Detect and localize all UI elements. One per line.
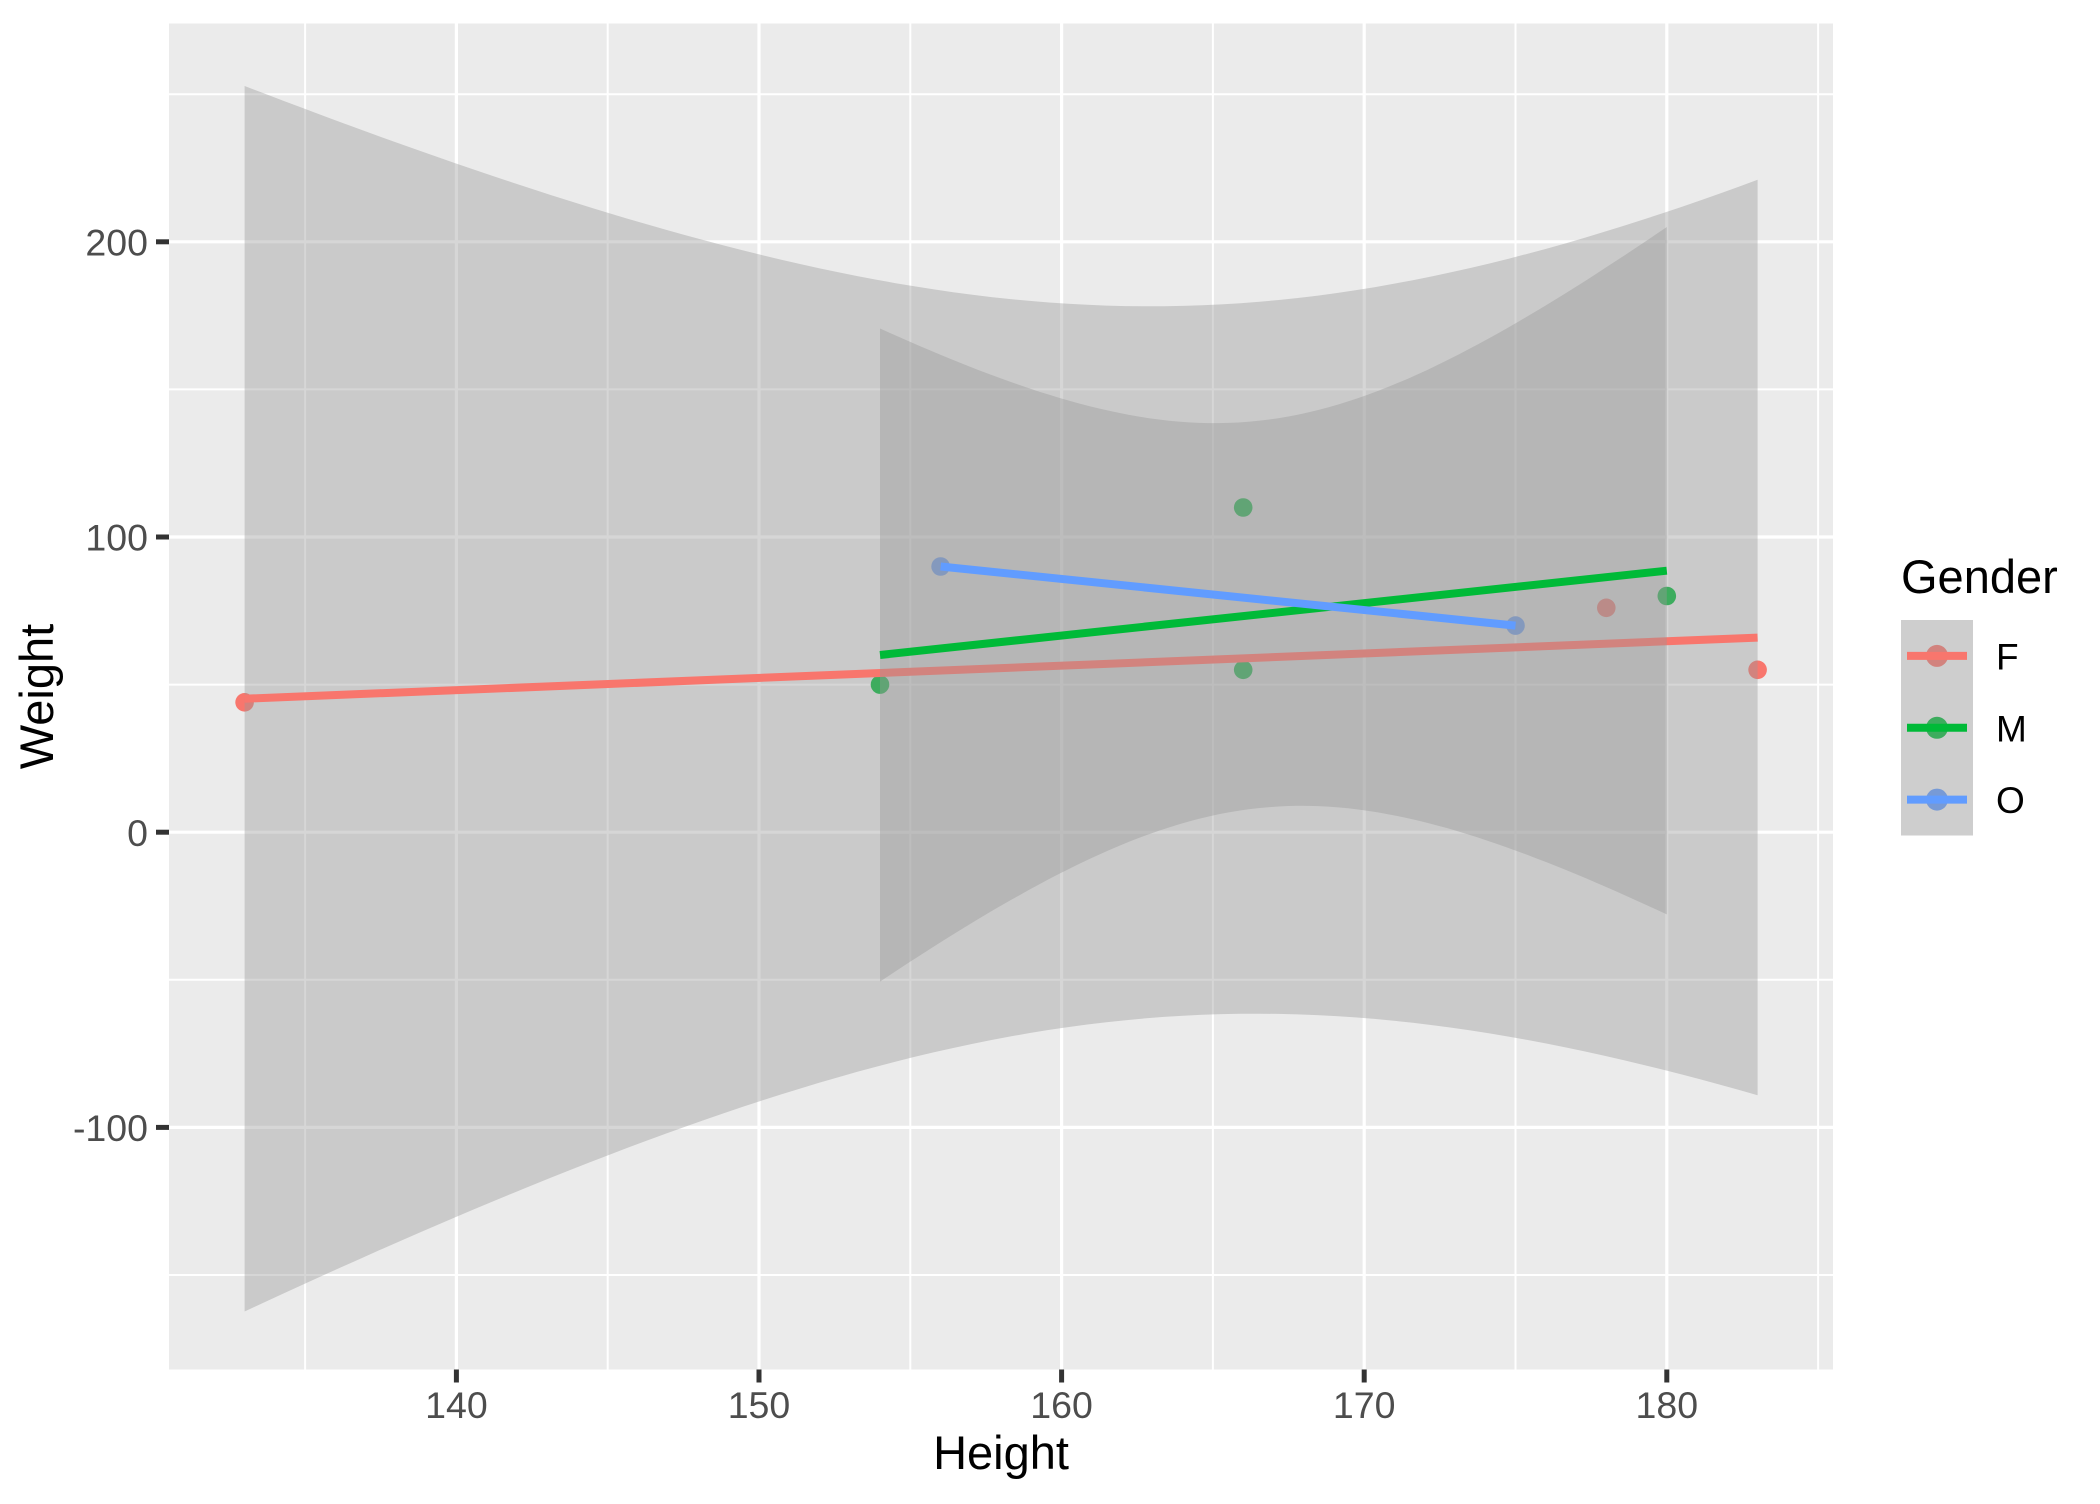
- svg-text:150: 150: [728, 1384, 791, 1426]
- svg-text:O: O: [1996, 780, 2025, 821]
- svg-text:170: 170: [1333, 1384, 1396, 1426]
- svg-text:100: 100: [85, 517, 148, 559]
- svg-text:Weight: Weight: [10, 624, 63, 769]
- svg-text:200: 200: [85, 222, 148, 264]
- svg-text:180: 180: [1636, 1384, 1699, 1426]
- svg-text:0: 0: [127, 812, 148, 854]
- svg-text:160: 160: [1030, 1384, 1093, 1426]
- svg-text:Height: Height: [933, 1426, 1069, 1479]
- svg-text:Gender: Gender: [1901, 550, 2058, 603]
- svg-text:140: 140: [425, 1384, 488, 1426]
- svg-text:F: F: [1996, 636, 2019, 677]
- svg-text:M: M: [1996, 708, 2027, 749]
- svg-text:-100: -100: [73, 1107, 148, 1149]
